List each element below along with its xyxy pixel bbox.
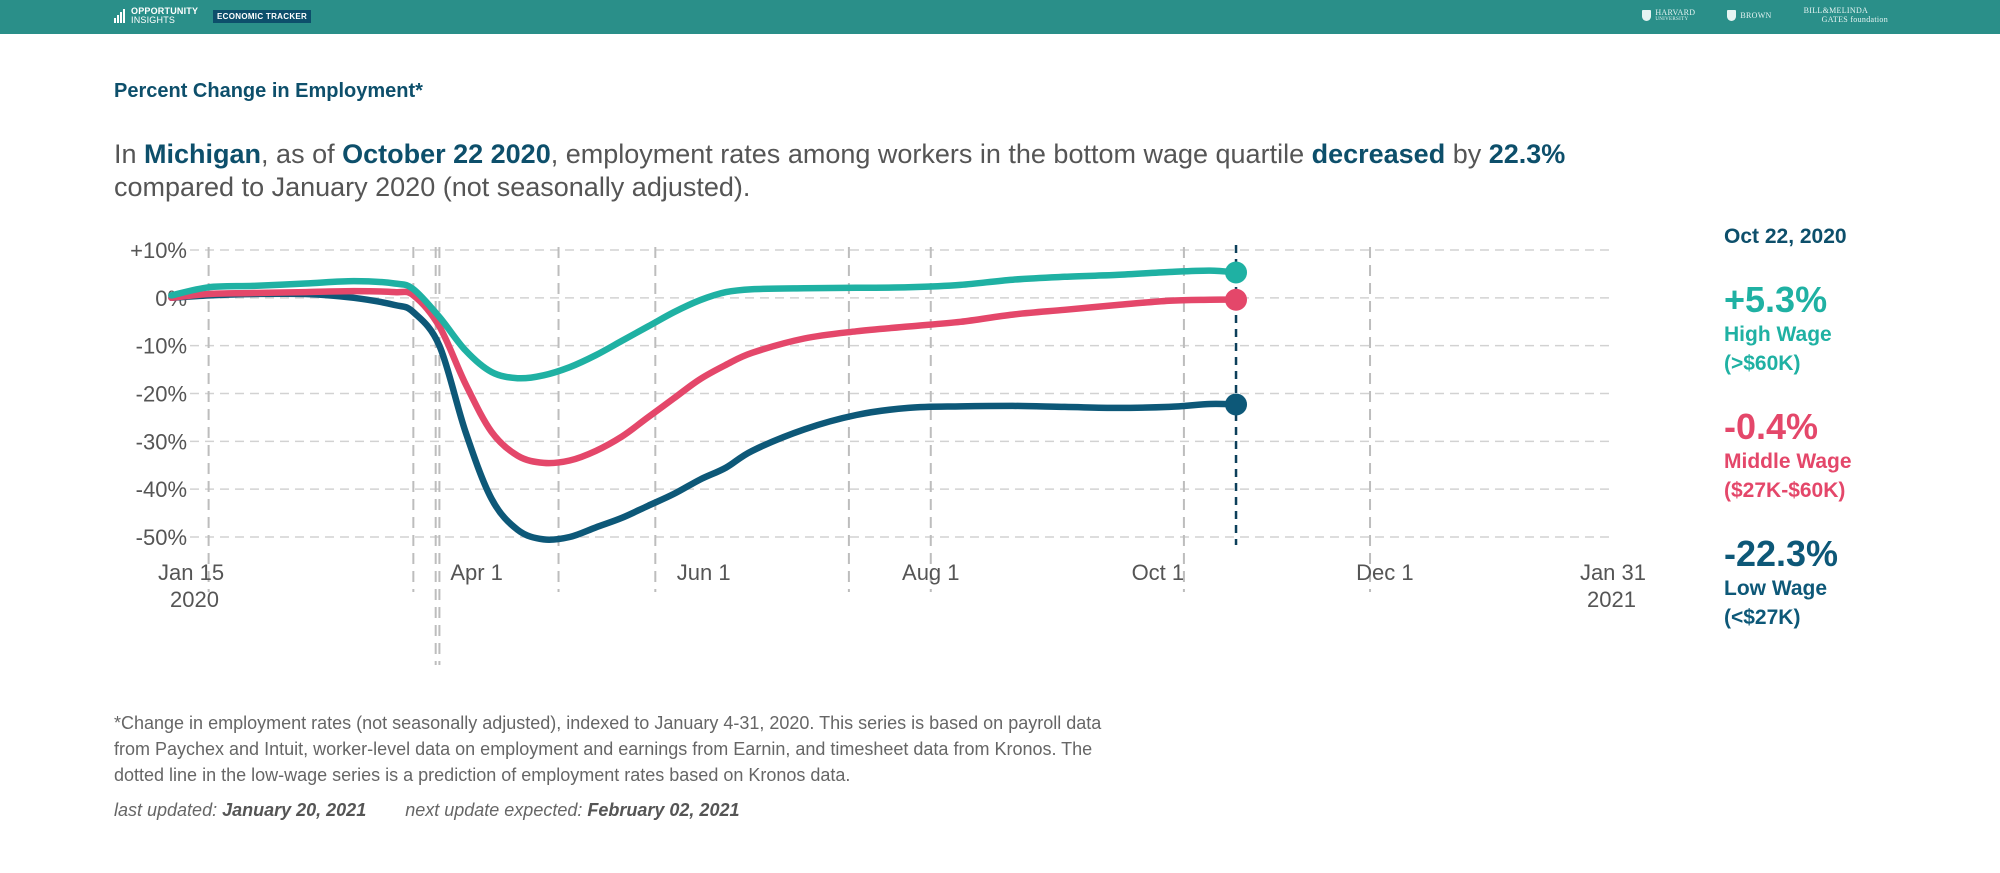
update-info: last updated: January 20, 2021 next upda… [114,800,739,821]
series-line-high-wage [168,267,1240,382]
last-updated-label: last updated: [114,800,218,820]
partner-logos: HARVARD UNIVERSITY BROWN BILL&MELINDA GA… [1642,7,1888,24]
legend-name-low-wage: Low Wage [1724,577,1828,600]
brand-tag: ECONOMIC TRACKER [213,9,312,23]
y-tick-label: -30% [136,429,187,454]
x-tick-label: Apr 1 [450,560,503,585]
x-tick-label-year: 2020 [170,587,219,612]
headline-text-4: by [1445,139,1489,169]
y-tick-labels: +10%0%-10%-20%-30%-40%-50% [130,238,187,550]
partner-harvard-line2: UNIVERSITY [1655,16,1689,22]
legend-value-high-wage: +5.3% [1724,279,1828,320]
partner-gates[interactable]: BILL&MELINDA GATES foundation [1804,7,1888,24]
y-tick-label: -20% [136,382,187,407]
partner-gates-line2: GATES foundation [1821,15,1888,24]
next-update-label: next update expected: [405,800,583,820]
shield-icon [1727,10,1737,21]
y-tick-label: -10% [136,334,187,359]
footnote: *Change in employment rates (not seasona… [114,713,1102,785]
brand-name-line2: INSIGHTS [131,15,176,25]
end-point-middle-wage [1225,288,1248,311]
headline-date: October 22 2020 [342,139,551,169]
last-updated-date: January 20, 2021 [222,800,367,820]
partner-brown[interactable]: BROWN [1727,10,1771,21]
brand-name-line1: OPPORTUNITY [131,6,199,16]
brand-logo[interactable]: OPPORTUNITY INSIGHTS ECONOMIC TRACKER [114,7,312,25]
legend-range-low-wage: (<$27K) [1724,606,1801,629]
headline-state: Michigan [144,139,262,169]
series-line-middle-wage [168,287,1240,467]
legend-name-middle-wage: Middle Wage [1724,450,1852,473]
headline-text-1: In [114,139,145,169]
partner-brown-line1: BROWN [1740,10,1772,20]
partner-harvard-line1: HARVARD [1655,7,1696,17]
x-tick-label: Jan 15 [158,560,224,585]
brand-name: OPPORTUNITY INSIGHTS [131,7,211,25]
employment-line-chart: +10%0%-10%-20%-30%-40%-50% Jan 152020Apr… [130,238,1646,665]
y-tick-label: -50% [136,525,187,550]
x-tick-label: Oct 1 [1132,560,1185,585]
legend-name-high-wage: High Wage [1724,323,1832,346]
legend-value-middle-wage: -0.4% [1724,406,1819,447]
x-tick-label: Dec 1 [1356,560,1413,585]
headline-direction: decreased [1311,139,1446,169]
top-bar: OPPORTUNITY INSIGHTS ECONOMIC TRACKER HA… [0,0,2000,34]
headline-amount: 22.3% [1488,139,1566,169]
bar-chart-icon [114,9,125,23]
x-tick-label-year: 2021 [1587,587,1636,612]
event-lines-layer [207,245,1372,665]
x-tick-label: Jan 31 [1580,560,1646,585]
legend-range-middle-wage: ($27K-$60K) [1724,479,1846,502]
series-line-low-wage [168,290,1240,544]
x-tick-label: Aug 1 [902,560,960,585]
partner-harvard[interactable]: HARVARD UNIVERSITY [1642,7,1696,23]
partner-gates-line1: BILL&MELINDA [1803,6,1869,15]
sidebar-date: Oct 22, 2020 [1724,225,1847,248]
end-point-low-wage [1225,393,1248,416]
grid-layer [190,249,1612,538]
legend-value-low-wage: -22.3% [1724,533,1839,574]
legend-item-high-wage: +5.3% High Wage (>$60K) [1724,280,1832,378]
end-point-high-wage [1225,261,1248,284]
end-markers-layer [1225,261,1248,416]
y-tick-label: +10% [130,238,187,263]
headline: In Michigan, as of October 22 2020, empl… [114,138,1614,204]
x-tick-label: Jun 1 [677,560,731,585]
legend-item-low-wage: -22.3% Low Wage (<$27K) [1724,534,1838,632]
legend-range-high-wage: (>$60K) [1724,352,1801,375]
headline-text-5: compared to January 2020 (not seasonally… [114,172,751,202]
shield-icon [1642,10,1652,21]
headline-text-2: , as of [261,139,343,169]
headline-text-3: , employment rates among workers in the … [550,139,1312,169]
legend-item-middle-wage: -0.4% Middle Wage ($27K-$60K) [1724,407,1852,505]
y-tick-label: -40% [136,477,187,502]
series-layer [168,267,1240,544]
chart-label: Percent Change in Employment* [114,80,423,102]
next-update-date: February 02, 2021 [587,800,740,820]
